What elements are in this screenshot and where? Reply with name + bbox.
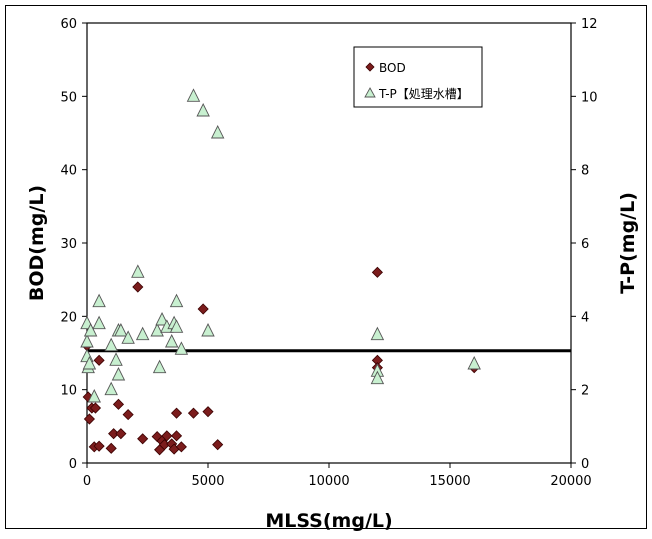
tp-point	[164, 333, 179, 348]
y-right-tick-label: 0	[581, 457, 589, 472]
bod-point	[170, 407, 183, 419]
bod-point	[132, 281, 144, 293]
data-points	[80, 88, 481, 456]
tp-point	[83, 322, 98, 337]
bod-point	[187, 407, 200, 419]
tp-point	[121, 330, 135, 344]
bod-point	[93, 440, 105, 452]
tp-point	[467, 355, 481, 370]
legend-label-bod: BOD	[379, 61, 406, 75]
y-right-tick-label: 10	[581, 90, 598, 105]
tp-point	[111, 366, 126, 381]
tp-point	[155, 311, 169, 326]
bod-point	[112, 398, 125, 410]
bod-point	[83, 413, 95, 425]
x-axis-label: MLSS(mg/L)	[265, 510, 392, 532]
y-left-tick-label: 10	[60, 384, 77, 399]
tp-point	[92, 315, 106, 330]
tp-point	[210, 124, 225, 139]
bod-point	[197, 303, 209, 315]
tp-point	[370, 326, 385, 341]
tp-point	[201, 322, 215, 337]
y-left-tick-label: 60	[60, 17, 77, 32]
x-tick-label: 0	[83, 474, 91, 489]
bod-point	[175, 441, 187, 453]
x-tick-label: 15000	[429, 474, 470, 489]
bod-point	[115, 428, 127, 440]
x-tick-label: 5000	[191, 474, 224, 489]
tp-point	[87, 388, 101, 403]
tp-point	[104, 337, 118, 352]
y-right-tick-label: 12	[581, 17, 598, 32]
y-axis-label-right: T-P(mg/L)	[617, 192, 639, 294]
tp-point	[169, 319, 184, 333]
bod-point	[108, 428, 120, 440]
x-tick-label: 20000	[550, 474, 591, 489]
bod-point	[170, 430, 183, 442]
y-right-tick-label: 2	[581, 384, 589, 399]
tp-point	[150, 322, 164, 337]
tp-point	[152, 359, 167, 374]
bod-point	[122, 409, 134, 421]
tp-point	[174, 341, 189, 355]
tp-point	[92, 293, 106, 308]
bod-point	[137, 433, 149, 445]
legend-marker-bod	[365, 62, 375, 72]
bod-point	[212, 439, 224, 451]
plot-area	[86, 22, 572, 464]
x-tick-label: 10000	[308, 474, 349, 489]
bod-point	[371, 266, 383, 278]
legend: BOD T-P【処理水槽】	[353, 46, 483, 108]
legend-label-tp: T-P【処理水槽】	[378, 87, 469, 101]
bod-point	[161, 430, 173, 442]
y-left-tick-label: 50	[60, 90, 77, 105]
tp-point	[114, 322, 128, 337]
tp-point	[131, 264, 145, 278]
tp-point	[109, 352, 123, 366]
outer-frame	[5, 5, 647, 529]
bod-point	[202, 406, 214, 418]
tp-point	[186, 88, 201, 102]
bod-point	[89, 402, 102, 414]
y-right-tick-label: 6	[581, 237, 589, 252]
bod-point	[93, 354, 105, 366]
tp-point	[135, 326, 150, 341]
y-axis-label-left: BOD(mg/L)	[26, 185, 48, 301]
tp-point	[82, 355, 97, 370]
tp-point	[196, 102, 210, 117]
axis-ticks: 0 5000 10000 15000 20000 0 10 20 30 40 50 60 0 2 4 6 8 10…	[60, 17, 597, 489]
y-left-tick-label: 20	[60, 310, 77, 325]
tp-point	[169, 293, 184, 308]
tp-point	[80, 333, 94, 348]
y-left-tick-label: 40	[60, 164, 77, 179]
tp-point	[370, 370, 385, 385]
y-right-tick-label: 4	[581, 310, 589, 325]
y-left-tick-label: 0	[69, 457, 77, 472]
y-left-tick-label: 30	[60, 237, 77, 252]
y-right-tick-label: 8	[581, 164, 589, 179]
tp-point	[104, 381, 118, 396]
bod-point	[105, 442, 117, 454]
legend-marker-tp	[364, 87, 376, 98]
